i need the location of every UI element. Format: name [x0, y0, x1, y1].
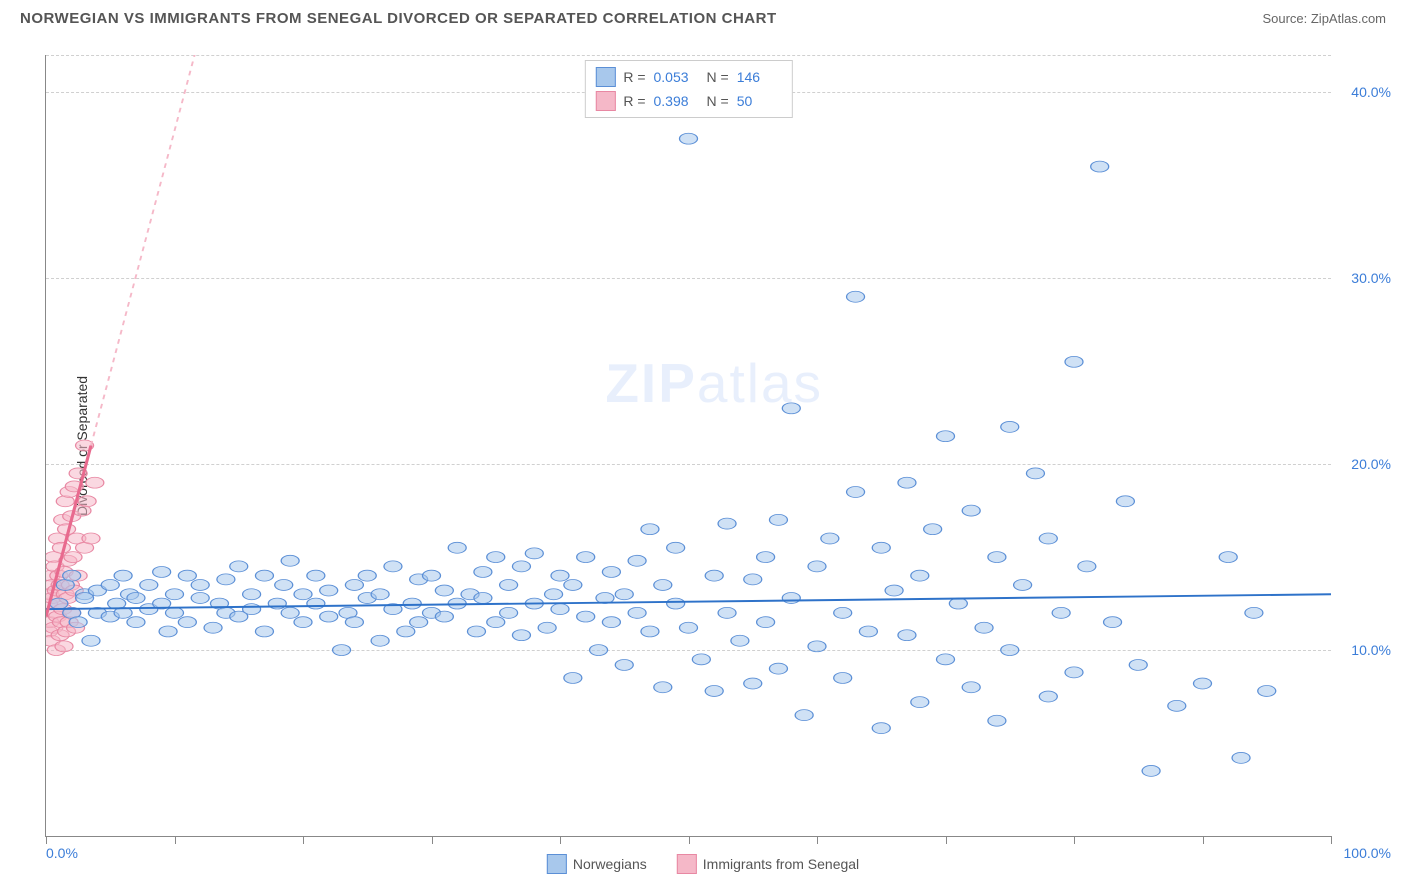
- x-axis-max-label: 100.0%: [1344, 845, 1391, 861]
- x-tick: [46, 836, 47, 844]
- swatch-norwegians-icon: [547, 854, 567, 874]
- r-label: R =: [623, 93, 645, 109]
- y-tick-label: 30.0%: [1351, 270, 1391, 286]
- legend-label-norwegians: Norwegians: [573, 856, 647, 872]
- n-label: N =: [707, 69, 729, 85]
- series-legend: Norwegians Immigrants from Senegal: [547, 854, 859, 874]
- r-value-senegal: 0.398: [654, 93, 699, 109]
- x-tick: [1331, 836, 1332, 844]
- x-tick: [1203, 836, 1204, 844]
- n-value-norwegians: 146: [737, 69, 782, 85]
- x-tick: [175, 836, 176, 844]
- x-tick: [560, 836, 561, 844]
- x-tick: [303, 836, 304, 844]
- scatter-plot-svg: [46, 55, 1331, 836]
- y-tick-label: 20.0%: [1351, 456, 1391, 472]
- y-tick-label: 40.0%: [1351, 84, 1391, 100]
- swatch-senegal-icon: [677, 854, 697, 874]
- x-tick: [1074, 836, 1075, 844]
- legend-row-senegal: R = 0.398 N = 50: [595, 89, 781, 113]
- y-tick-label: 10.0%: [1351, 642, 1391, 658]
- x-tick: [689, 836, 690, 844]
- x-tick: [817, 836, 818, 844]
- chart-plot-area: ZIPatlas R = 0.053 N = 146 R = 0.398 N =…: [45, 55, 1331, 837]
- x-tick: [432, 836, 433, 844]
- x-axis-min-label: 0.0%: [46, 845, 78, 861]
- legend-label-senegal: Immigrants from Senegal: [703, 856, 859, 872]
- swatch-senegal: [595, 91, 615, 111]
- n-label: N =: [707, 93, 729, 109]
- r-label: R =: [623, 69, 645, 85]
- legend-item-norwegians: Norwegians: [547, 854, 647, 874]
- n-value-senegal: 50: [737, 93, 782, 109]
- chart-title: NORWEGIAN VS IMMIGRANTS FROM SENEGAL DIV…: [20, 10, 777, 27]
- legend-item-senegal: Immigrants from Senegal: [677, 854, 859, 874]
- correlation-legend-box: R = 0.053 N = 146 R = 0.398 N = 50: [584, 60, 792, 118]
- x-tick: [946, 836, 947, 844]
- r-value-norwegians: 0.053: [654, 69, 699, 85]
- swatch-norwegians: [595, 67, 615, 87]
- legend-row-norwegians: R = 0.053 N = 146: [595, 65, 781, 89]
- source-attribution: Source: ZipAtlas.com: [1262, 11, 1386, 26]
